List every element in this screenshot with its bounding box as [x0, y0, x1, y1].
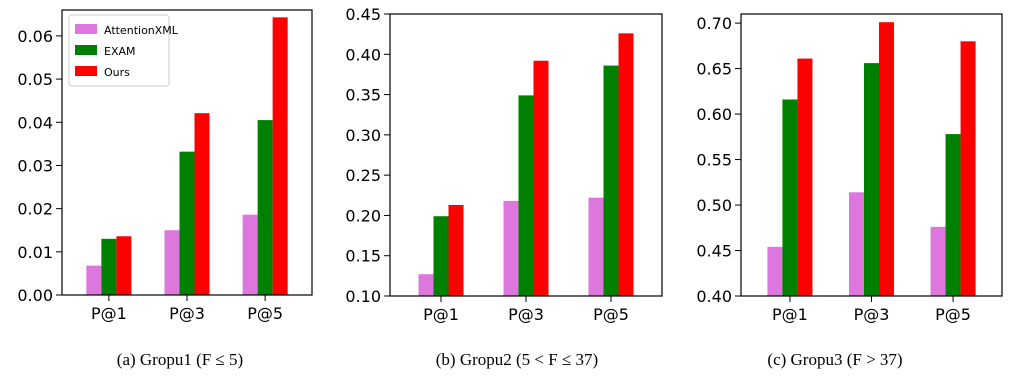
- bar-attentionxml-p-at-1: [767, 246, 783, 296]
- x-tick-label-p-at-5: P@5: [593, 305, 629, 324]
- y-tick-label: 0.50: [696, 196, 732, 215]
- caption-group3: (c) Gropu3 (F > 37): [767, 350, 903, 369]
- bar-chart-2: 0.10 0.15 0.20 0.25 0.30 0.35 0.40 0.45 P@1 P@3 P@…: [345, 5, 663, 324]
- bar-exam-p-at-1: [782, 99, 798, 296]
- x-tick-label-p-at-3: P@3: [508, 305, 544, 324]
- x-tick-label-p-at-1: P@1: [772, 305, 808, 324]
- x-tick-label-p-at-3: P@3: [854, 305, 890, 324]
- bar-ours-p-at-3: [533, 60, 549, 297]
- y-tick-label: 0.45: [345, 5, 381, 24]
- x-tick-label-p-at-1: P@1: [423, 305, 459, 324]
- legend-swatch-ours: [75, 66, 97, 76]
- y-tick-label: 0.20: [345, 206, 381, 225]
- legend-label-ours: Ours: [104, 66, 130, 79]
- caption-group1: (a) Gropu1 (F ≤ 5): [116, 350, 244, 369]
- series-exam: [101, 120, 273, 295]
- series-attentionxml: [86, 214, 258, 295]
- bar-ours-p-at-5: [272, 17, 288, 296]
- series-ours: [797, 22, 976, 296]
- bar-exam-p-at-1: [433, 216, 449, 296]
- bar-exam-p-at-1: [101, 238, 117, 295]
- legend: AttentionXML EXAM Ours: [68, 14, 179, 87]
- bar-exam-p-at-5: [945, 134, 961, 296]
- y-tick-label: 0.65: [696, 60, 732, 79]
- bar-ours-p-at-1: [116, 236, 132, 295]
- bar-ours-p-at-1: [448, 204, 464, 296]
- y-tick-label: 0.01: [17, 243, 53, 262]
- series-exam: [782, 63, 961, 297]
- bar-attentionxml-p-at-5: [588, 197, 604, 296]
- y-tick-label: 0.02: [17, 200, 53, 219]
- bar-chart-1: 0.00 0.01 0.02 0.03 0.04 0.05 0.06 P@1 P@3 P@5 Att…: [17, 9, 313, 323]
- y-tick-label: 0.45: [696, 242, 732, 261]
- bar-attentionxml-p-at-3: [503, 200, 519, 296]
- legend-swatch-exam: [75, 45, 97, 55]
- chart-panel-group2: 0.10 0.15 0.20 0.25 0.30 0.35 0.40 0.45 P@1 P@3 P@…: [332, 0, 675, 345]
- y-tick-label: 0.10: [345, 287, 381, 306]
- bar-ours-p-at-1: [797, 58, 813, 296]
- x-tick-label-p-at-3: P@3: [169, 304, 205, 323]
- bar-attentionxml-p-at-3: [849, 192, 864, 296]
- y-tick-label: 0.40: [345, 45, 381, 64]
- bar-ours-p-at-3: [194, 113, 210, 295]
- bar-attentionxml-p-at-5: [930, 226, 946, 296]
- chart-panel-group3: 0.40 0.45 0.50 0.55 0.60 0.65 0.70 P@1 P@3 P@5: [675, 0, 1013, 345]
- y-tick-label: 0.40: [696, 287, 732, 306]
- series-ours: [116, 17, 288, 296]
- bar-ours-p-at-3: [879, 22, 894, 296]
- bar-attentionxml-p-at-1: [86, 265, 102, 295]
- bar-exam-p-at-3: [864, 63, 879, 297]
- series-attentionxml: [767, 192, 946, 296]
- y-tick-label: 0.06: [17, 27, 53, 46]
- y-tick-label: 0.03: [17, 156, 53, 175]
- series-exam: [433, 65, 619, 296]
- x-tick-label-p-at-5: P@5: [935, 305, 971, 324]
- bar-ours-p-at-5: [960, 41, 976, 296]
- x-tick-label-p-at-1: P@1: [91, 304, 127, 323]
- bar-exam-p-at-5: [257, 120, 273, 295]
- y-tick-label: 0.30: [345, 126, 381, 145]
- y-tick-label: 0.00: [17, 286, 53, 305]
- y-tick-label: 0.55: [696, 151, 732, 170]
- y-tick-label: 0.04: [17, 113, 53, 132]
- legend-swatch-attentionxml: [75, 24, 97, 34]
- bar-attentionxml-p-at-3: [164, 230, 180, 295]
- y-tick-label: 0.35: [345, 86, 381, 105]
- bar-attentionxml-p-at-5: [242, 214, 258, 295]
- legend-label-attentionxml: AttentionXML: [104, 24, 179, 37]
- chart-panel-group1: 0.00 0.01 0.02 0.03 0.04 0.05 0.06 P@1 P@3 P@5 Att…: [0, 0, 332, 345]
- bar-exam-p-at-3: [518, 95, 534, 296]
- x-tick-label-p-at-5: P@5: [247, 304, 283, 323]
- bar-ours-p-at-5: [618, 33, 634, 297]
- y-tick-label: 0.05: [17, 70, 53, 89]
- series-ours: [448, 33, 634, 297]
- y-tick-label: 0.25: [345, 166, 381, 185]
- caption-group2: (b) Gropu2 (5 < F ≤ 37): [435, 350, 599, 369]
- series-attentionxml: [418, 197, 604, 296]
- y-tick-label: 0.60: [696, 105, 732, 124]
- bar-exam-p-at-3: [179, 151, 195, 295]
- y-tick-label: 0.15: [345, 247, 381, 266]
- bar-attentionxml-p-at-1: [418, 274, 434, 296]
- y-tick-label: 0.70: [696, 14, 732, 33]
- bar-exam-p-at-5: [603, 65, 619, 296]
- bar-chart-3: 0.40 0.45 0.50 0.55 0.60 0.65 0.70 P@1 P@3 P@5: [696, 13, 1003, 324]
- legend-label-exam: EXAM: [104, 45, 136, 58]
